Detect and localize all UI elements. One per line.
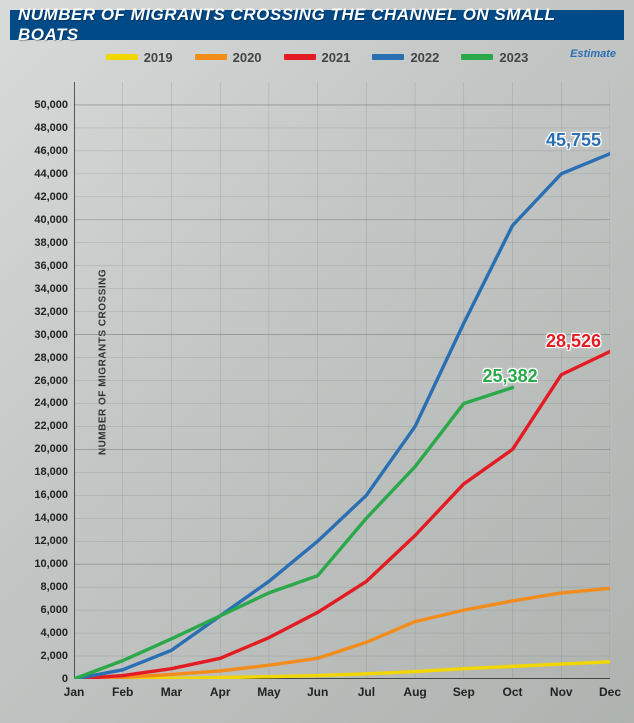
legend-item-2020: 2020 (195, 50, 262, 65)
y-tick: 32,000 (34, 306, 74, 318)
x-tick: Dec (599, 679, 621, 699)
y-tick: 20,000 (34, 443, 74, 455)
y-tick: 24,000 (34, 397, 74, 409)
legend-swatch (284, 54, 316, 60)
y-tick: 12,000 (34, 535, 74, 547)
y-tick: 8,000 (40, 581, 74, 593)
x-tick: Jul (358, 679, 375, 699)
y-tick: 10,000 (34, 558, 74, 570)
legend-label: 2021 (322, 50, 351, 65)
legend-label: 2020 (233, 50, 262, 65)
y-tick: 6,000 (40, 604, 74, 616)
x-tick: May (257, 679, 280, 699)
y-tick: 36,000 (34, 260, 74, 272)
y-tick: 18,000 (34, 466, 74, 478)
y-tick: 4,000 (40, 627, 74, 639)
legend-swatch (461, 54, 493, 60)
x-tick: Mar (161, 679, 182, 699)
x-tick: Jun (307, 679, 328, 699)
legend-item-2021: 2021 (284, 50, 351, 65)
x-tick: Apr (210, 679, 231, 699)
y-tick: 44,000 (34, 168, 74, 180)
y-tick: 46,000 (34, 145, 74, 157)
x-tick: Nov (550, 679, 573, 699)
chart-frame: NUMBER OF MIGRANTS CROSSING THE CHANNEL … (0, 0, 634, 723)
estimate-label: Estimate (570, 48, 616, 60)
x-tick: Jan (64, 679, 85, 699)
legend: 2019 2020 2021 2022 2023 (40, 44, 594, 70)
y-tick: 22,000 (34, 420, 74, 432)
legend-label: 2023 (499, 50, 528, 65)
series-2023 (74, 388, 513, 679)
y-tick: 30,000 (34, 329, 74, 341)
legend-swatch (195, 54, 227, 60)
y-tick: 40,000 (34, 214, 74, 226)
plot-area: 02,0004,0006,0008,00010,00012,00014,0001… (74, 82, 610, 679)
value-annotation: 25,382 (483, 366, 538, 387)
chart-title-bar: NUMBER OF MIGRANTS CROSSING THE CHANNEL … (10, 10, 624, 40)
legend-item-2022: 2022 (372, 50, 439, 65)
x-tick: Sep (453, 679, 475, 699)
legend-label: 2022 (410, 50, 439, 65)
x-tick: Aug (403, 679, 426, 699)
series-2021 (74, 351, 610, 679)
value-annotation: 45,755 (546, 130, 601, 151)
chart-title: NUMBER OF MIGRANTS CROSSING THE CHANNEL … (18, 5, 616, 45)
value-annotation: 28,526 (546, 331, 601, 352)
y-tick: 2,000 (40, 650, 74, 662)
y-tick: 38,000 (34, 237, 74, 249)
legend-swatch (106, 54, 138, 60)
y-tick: 48,000 (34, 122, 74, 134)
x-tick: Feb (112, 679, 133, 699)
y-tick: 28,000 (34, 352, 74, 364)
y-tick: 42,000 (34, 191, 74, 203)
legend-item-2019: 2019 (106, 50, 173, 65)
y-tick: 16,000 (34, 489, 74, 501)
legend-label: 2019 (144, 50, 173, 65)
y-tick: 34,000 (34, 283, 74, 295)
x-tick: Oct (503, 679, 523, 699)
y-tick: 26,000 (34, 375, 74, 387)
legend-item-2023: 2023 (461, 50, 528, 65)
legend-swatch (372, 54, 404, 60)
series-2022 (74, 154, 610, 679)
y-tick: 14,000 (34, 512, 74, 524)
y-tick: 50,000 (34, 99, 74, 111)
